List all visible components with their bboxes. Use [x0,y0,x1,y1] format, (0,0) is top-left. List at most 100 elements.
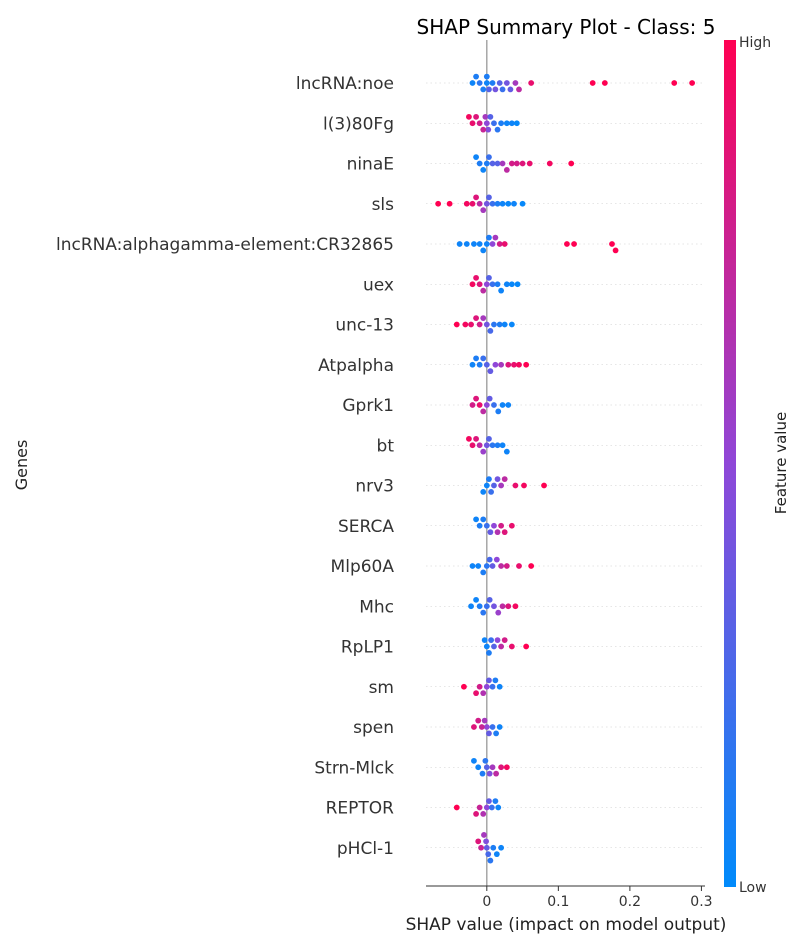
shap-point [461,683,467,690]
shap-point [512,80,519,86]
shap-point [468,603,474,610]
shap-point [487,529,494,536]
shap-point [503,80,510,86]
shap-point [494,160,501,167]
shap-point [483,120,490,127]
shap-point [480,355,487,362]
shap-point [479,770,486,777]
shap-point [483,522,490,529]
shap-point [482,113,489,120]
shap-point [473,811,479,817]
shap-point [473,274,479,281]
shap-point [471,724,477,730]
shap-point [483,73,490,80]
shap-point [519,160,526,167]
feature-label: REPTOR [326,799,395,819]
feature-label: pHCl-1 [337,839,394,859]
shap-point [503,167,510,173]
shap-point [471,241,477,247]
shap-point [494,200,501,207]
shap-point [486,154,492,161]
shap-points [435,73,696,864]
shap-point [511,200,517,207]
shap-point [496,321,503,328]
x-axis-ticks: 0 0.1 0.2 0.3 [482,886,713,910]
shap-point [483,361,490,368]
shap-point [601,80,608,86]
shap-point [469,402,476,408]
shap-point [486,86,492,93]
shap-point [456,241,463,247]
colorbar [724,40,736,887]
shap-point [473,355,479,362]
shap-point [499,86,506,93]
shap-point [483,764,490,771]
shap-point [489,241,496,247]
feature-label: ninaE [347,155,394,175]
shap-point [486,650,492,656]
shap-point [571,241,577,247]
shap-point [476,120,483,127]
shap-point [493,851,500,858]
shap-point [491,522,497,529]
shap-point [490,844,497,851]
feature-labels: lncRNA:noe l(3)80Fg ninaE sls lncRNA:alphaga… [56,74,394,859]
shap-point [526,160,533,167]
shap-point [513,160,520,167]
shap-point [480,207,487,214]
shap-point [483,603,490,610]
shap-point [483,804,490,811]
shap-point [496,683,503,690]
shap-point [491,321,497,328]
shap-point [564,241,570,247]
shap-point [480,811,487,817]
shap-point [473,154,479,161]
shap-point [528,563,535,569]
shap-point [473,596,479,603]
x-tick-label: 0.3 [690,894,712,910]
feature-label: Gprk1 [342,396,394,416]
shap-point [476,402,483,408]
shap-point [521,482,527,489]
shap-point [489,80,496,86]
shap-point [488,637,494,643]
shap-point [519,200,526,207]
shap-point [469,281,476,288]
shap-point [486,395,493,402]
shap-point [487,328,494,334]
shap-point [486,234,492,241]
shap-point [503,563,510,569]
shap-point [476,361,483,368]
shap-point [480,287,487,294]
feature-label: lncRNA:alphagamma-element:CR32865 [56,235,394,255]
shap-point [503,120,510,127]
shap-point [453,321,460,328]
shap-point [476,80,483,86]
shap-point [483,281,490,288]
shap-point [466,113,472,120]
shap-point [498,563,505,569]
shap-point [499,442,506,449]
shap-point [498,120,505,127]
shap-point [486,556,493,563]
shap-point [483,563,490,569]
feature-row-gridlines [426,82,705,849]
feature-label: Strn-Mlck [314,758,394,778]
shap-point [473,315,479,321]
chart-title: SHAP Summary Plot - Class: 5 [417,15,716,39]
shap-point [496,241,503,247]
shap-point [505,402,512,408]
shap-point [514,281,521,288]
shap-point [486,274,492,281]
shap-point [485,126,492,133]
shap-point [483,241,490,247]
shap-point [480,408,487,415]
shap-point [475,838,482,845]
shap-point [468,321,474,328]
shap-point [508,321,515,328]
shap-point [480,126,487,133]
shap-point [482,757,489,764]
shap-point [489,281,496,288]
shap-point [483,643,490,650]
